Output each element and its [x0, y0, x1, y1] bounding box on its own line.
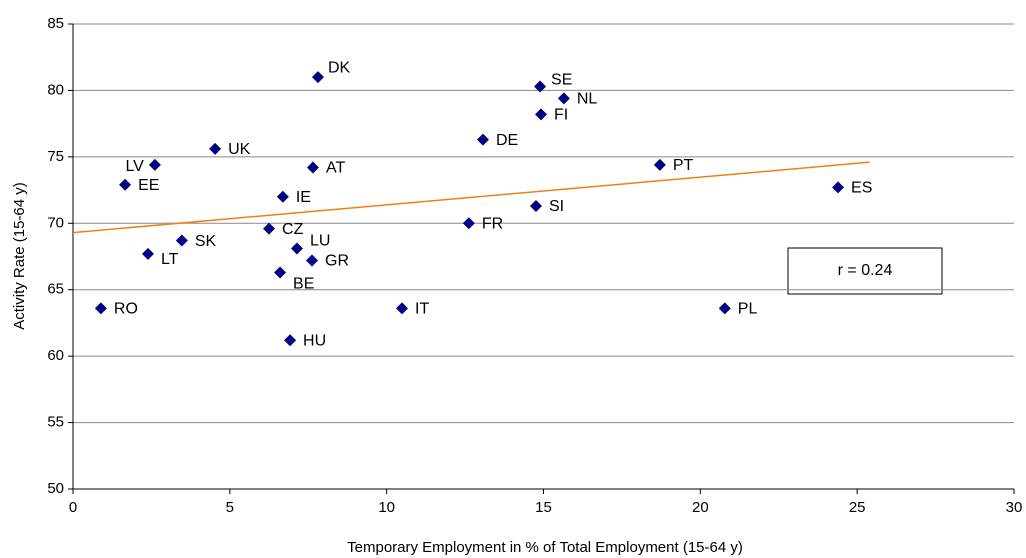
point-label: CZ: [282, 221, 304, 238]
y-tick-label: 60: [47, 347, 64, 364]
y-tick-label: 70: [47, 214, 64, 231]
point-label: SK: [195, 233, 217, 250]
point-label: FR: [482, 216, 503, 233]
x-tick-label: 0: [69, 499, 77, 516]
point-label: DE: [496, 132, 518, 149]
point: [311, 71, 324, 84]
point-label: PT: [673, 157, 694, 174]
point: [653, 158, 666, 171]
point: [284, 334, 297, 347]
point-label: LU: [310, 233, 330, 250]
x-tick-label: 30: [1006, 499, 1023, 516]
annotation-box: [787, 247, 943, 295]
point-label: ES: [851, 180, 872, 197]
point-label: GR: [325, 253, 349, 270]
trendline: [72, 161, 870, 234]
annotation: r = 0.24: [838, 262, 893, 279]
point: [534, 108, 547, 121]
point-label: EE: [138, 177, 159, 194]
point: [306, 254, 319, 267]
point-label: IE: [296, 189, 311, 206]
point-label: PL: [738, 301, 758, 318]
y-tick-label: 85: [47, 15, 64, 32]
point-label: SE: [551, 72, 572, 89]
x-tick-label: 25: [849, 499, 866, 516]
point-label: RO: [114, 301, 138, 318]
point-label: HU: [303, 332, 326, 349]
y-tick-label: 55: [47, 414, 64, 431]
point-label: AT: [326, 160, 345, 177]
x-tick-label: 10: [378, 499, 395, 516]
point-label: NL: [577, 91, 598, 108]
y-tick-label: 50: [47, 480, 64, 497]
point: [290, 242, 303, 255]
point: [529, 200, 542, 213]
point-label: LT: [161, 251, 179, 268]
point: [462, 217, 475, 230]
point-label: IT: [415, 301, 429, 318]
point: [148, 158, 161, 171]
point-label: FI: [554, 107, 568, 124]
x-axis-title: Temporary Employment in % of Total Emplo…: [347, 539, 743, 556]
point-label: SI: [549, 198, 564, 215]
point: [94, 302, 107, 315]
point: [476, 133, 489, 146]
y-tick-label: 75: [47, 148, 64, 165]
point: [274, 266, 287, 279]
point: [263, 222, 276, 235]
point: [557, 92, 570, 105]
point: [396, 302, 409, 315]
point: [832, 181, 845, 194]
point-label: DK: [328, 59, 351, 76]
point: [306, 161, 319, 174]
point: [119, 178, 132, 191]
x-tick-label: 5: [226, 499, 234, 516]
point: [209, 142, 222, 155]
y-tick-label: 65: [47, 281, 64, 298]
y-tick-label: 80: [47, 81, 64, 98]
point: [718, 302, 731, 315]
y-axis-title: Activity Rate (15-64 y): [11, 182, 28, 330]
point-label: LV: [125, 158, 144, 175]
point: [534, 80, 547, 93]
point: [175, 234, 188, 247]
point: [141, 247, 154, 260]
x-tick-label: 20: [692, 499, 709, 516]
point-label: UK: [228, 141, 251, 158]
point: [276, 190, 289, 203]
point-label: BE: [293, 276, 314, 293]
x-tick-label: 15: [535, 499, 552, 516]
